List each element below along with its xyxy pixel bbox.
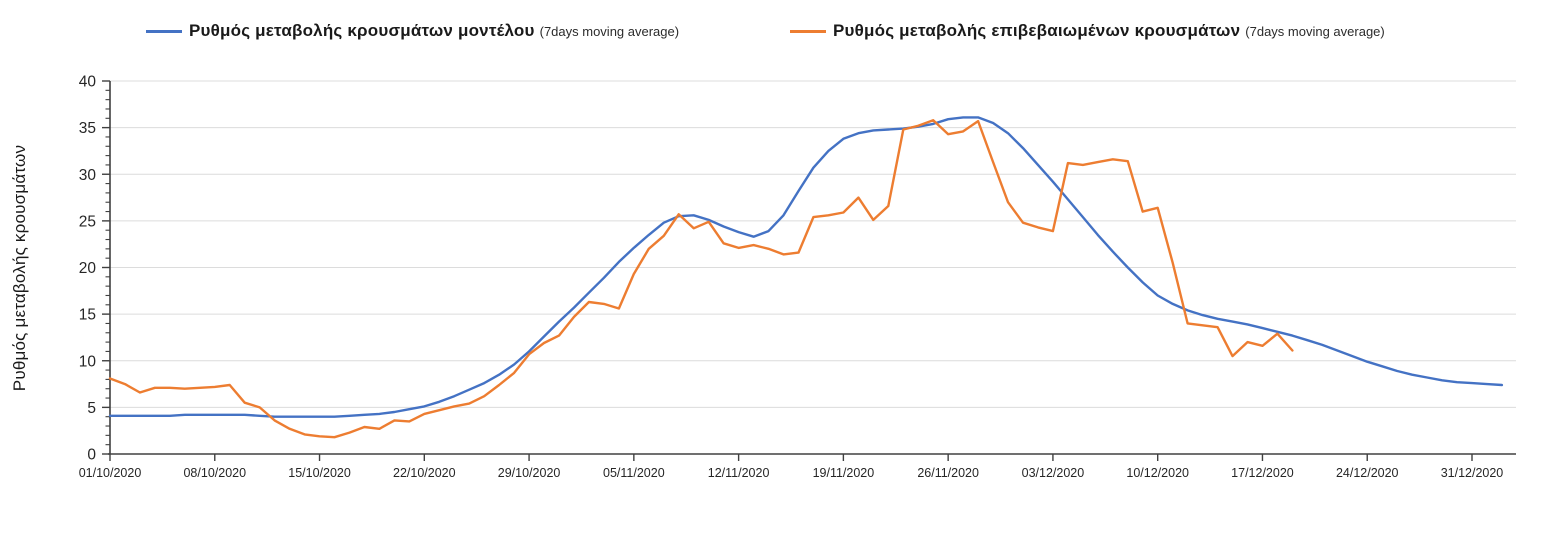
y-tick-label: 5 (87, 400, 96, 417)
x-tick-label: 08/10/2020 (183, 466, 246, 480)
x-tick-label: 24/12/2020 (1336, 466, 1399, 480)
legend-item-confirmed: Ρυθμός μεταβολής επιβεβαιωμένων κρουσμάτ… (790, 21, 1385, 41)
confirmed-line-swatch (790, 29, 826, 33)
x-tick-label: 01/10/2020 (79, 466, 142, 480)
x-tick-label: 12/11/2020 (708, 466, 770, 480)
x-tick-label: 03/12/2020 (1022, 466, 1085, 480)
y-tick-label: 30 (79, 167, 97, 184)
y-tick-label: 35 (79, 120, 96, 137)
confirmed-series-line (108, 118, 1294, 439)
x-tick-label: 29/10/2020 (498, 466, 561, 480)
x-tick-label: 10/12/2020 (1126, 466, 1189, 480)
y-tick-label: 20 (79, 260, 97, 277)
y-tick-label: 25 (79, 213, 96, 230)
x-tick-label: 19/11/2020 (813, 466, 875, 480)
y-axis-title: Ρυθμός μεταβολής κρουσμάτων (10, 144, 29, 392)
y-tick-label: 0 (87, 447, 96, 464)
model-line-swatch (146, 29, 182, 33)
legend-suffix-model: (7days moving average) (539, 23, 680, 39)
x-tick-label: 31/12/2020 (1441, 466, 1504, 480)
x-tick-label: 22/10/2020 (393, 466, 456, 480)
model-series-line (108, 116, 1504, 418)
y-tick-label: 10 (79, 353, 97, 370)
legend-suffix-confirmed: (7days moving average) (1245, 23, 1385, 39)
x-tick-label: 15/10/2020 (288, 466, 351, 480)
x-tick-label: 26/11/2020 (917, 466, 979, 480)
legend: Ρυθμός μεταβολής κρουσμάτων μοντέλου (7d… (0, 0, 1555, 50)
legend-label-model: Ρυθμός μεταβολής κρουσμάτων μοντέλου (189, 21, 535, 40)
legend-item-model: Ρυθμός μεταβολής κρουσμάτων μοντέλου (7d… (146, 21, 679, 41)
x-tick-label: 17/12/2020 (1231, 466, 1294, 480)
y-tick-label: 40 (79, 74, 97, 91)
y-tick-label: 15 (79, 307, 96, 324)
legend-label-confirmed: Ρυθμός μεταβολής επιβεβαιωμένων κρουσμάτ… (833, 21, 1241, 40)
x-tick-label: 05/11/2020 (603, 466, 665, 480)
